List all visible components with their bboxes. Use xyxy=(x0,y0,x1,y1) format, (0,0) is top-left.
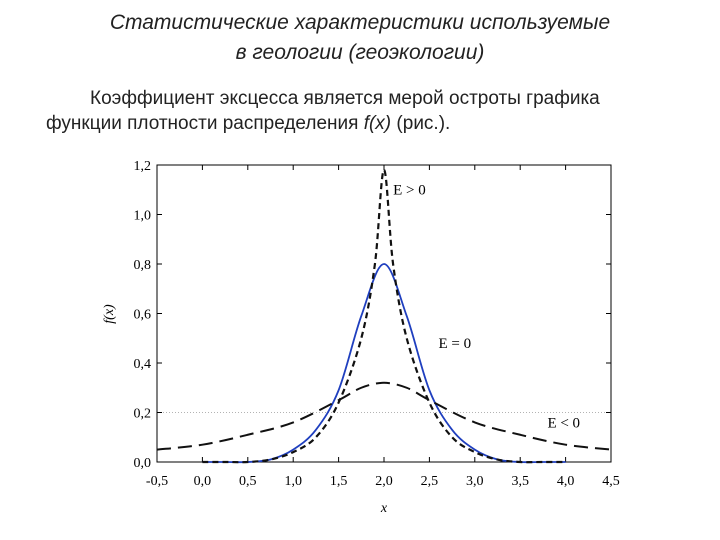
y-tick-label: 0,6 xyxy=(134,308,152,323)
ticks-layer: -0,5 0,0 0,5 1,0 1,5 2,0 2,5 3,0 3,5 4,0 4,5 0,0 0,2… xyxy=(134,159,620,489)
annotation-label: E < 0 xyxy=(547,415,580,431)
x-tick-label: 2,0 xyxy=(375,474,393,489)
slide-title-line-2: в геологии (геоэкологии) xyxy=(235,41,485,64)
x-axis-label: x xyxy=(380,501,388,516)
annotation-label: E = 0 xyxy=(438,336,471,352)
annotations-layer: E > 0 E = 0 E < 0 xyxy=(393,183,580,432)
x-tick-label: -0,5 xyxy=(146,474,168,489)
plot-frame xyxy=(156,164,612,463)
x-tick-label: 1,0 xyxy=(284,474,302,489)
body-line-2-fx: f(x) xyxy=(363,113,392,134)
y-tick-label: 0,4 xyxy=(134,357,152,372)
x-tick-label: 4,5 xyxy=(602,474,620,489)
y-tick-label: 1,2 xyxy=(134,159,152,174)
slide-title-line-1: Статистические характеристики используем… xyxy=(109,11,611,34)
x-tick-label: 3,0 xyxy=(466,474,484,489)
y-axis-label: f(x) xyxy=(102,304,117,324)
slide-title: Статистические характеристики используем… xyxy=(0,8,720,68)
series-line-2 xyxy=(202,168,566,464)
y-tick-label: 1,0 xyxy=(134,209,152,224)
series-line-3 xyxy=(156,381,612,451)
x-tick-label: 4,0 xyxy=(557,474,575,489)
series-layer xyxy=(156,168,612,464)
x-tick-label: 0,5 xyxy=(239,474,257,489)
x-tick-label: 3,5 xyxy=(511,474,529,489)
series-line-1 xyxy=(202,263,566,464)
body-line-1: Коэффициент эксцесса является мерой остр… xyxy=(90,88,600,109)
y-tick-label: 0,8 xyxy=(134,258,152,273)
body-line-2-end: (рис.). xyxy=(391,113,451,134)
y-tick-label: 0,0 xyxy=(134,456,152,471)
body-paragraph: Коэффициент эксцесса является мерой остр… xyxy=(46,86,696,136)
y-tick-label: 0,2 xyxy=(134,407,152,422)
x-tick-label: 2,5 xyxy=(421,474,439,489)
x-tick-label: 0,0 xyxy=(194,474,212,489)
body-line-2-start: функции плотности распределения xyxy=(46,113,364,134)
x-tick-label: 1,5 xyxy=(330,474,348,489)
annotation-label: E > 0 xyxy=(393,183,426,199)
body-line-2: функции плотности распределения f(x) (ри… xyxy=(46,111,696,136)
